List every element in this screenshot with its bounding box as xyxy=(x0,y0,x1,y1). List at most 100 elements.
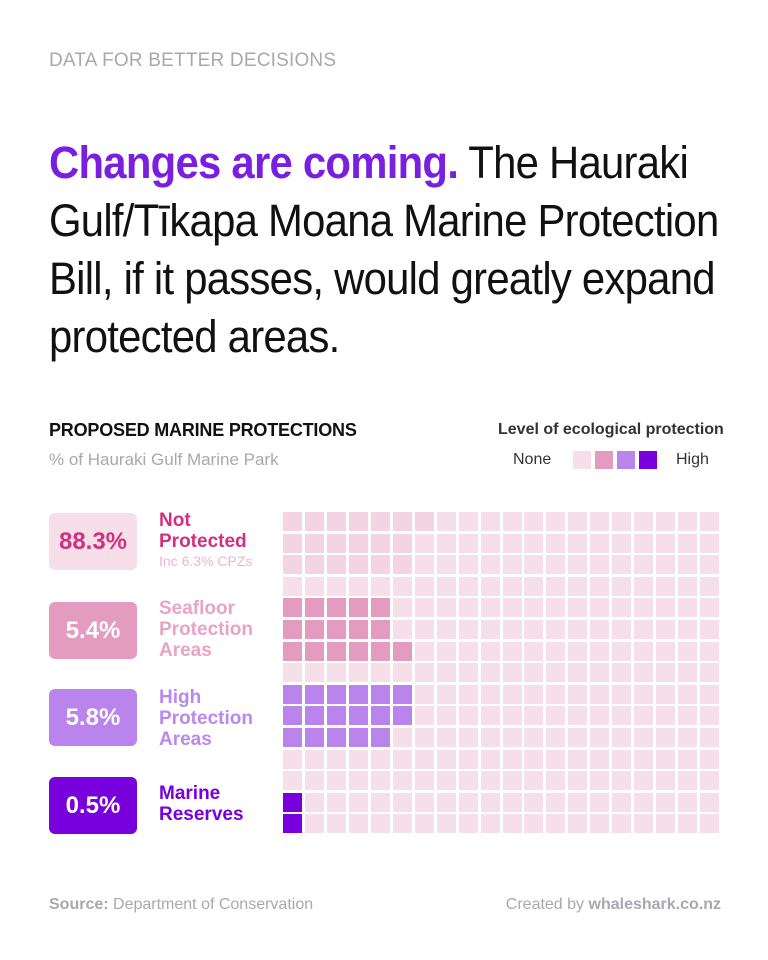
cell-cpz xyxy=(370,512,390,531)
cell-cpz xyxy=(348,512,368,531)
cell-not-protected xyxy=(502,728,522,747)
cell-not-protected xyxy=(414,533,434,553)
cell-not-protected xyxy=(634,512,654,531)
category-label-line: Seafloor xyxy=(159,598,236,619)
cell-not-protected xyxy=(700,620,720,639)
cell-not-protected xyxy=(502,771,522,791)
cell-not-protected xyxy=(546,576,566,596)
cell-not-protected xyxy=(612,576,632,596)
cell-not-protected xyxy=(678,728,698,747)
cell-not-protected xyxy=(348,663,368,683)
cell-not-protected xyxy=(656,814,676,834)
cell-not-protected xyxy=(436,620,456,639)
cell-not-protected xyxy=(480,512,500,531)
cell-not-protected xyxy=(458,620,478,639)
value-badge-none: 88.3% xyxy=(49,513,137,570)
cell-not-protected xyxy=(436,512,456,531)
cell-not-protected xyxy=(458,684,478,704)
cell-not-protected xyxy=(546,749,566,769)
cell-not-protected xyxy=(568,684,588,704)
credit-prefix: Created by xyxy=(505,896,589,913)
cell-not-protected xyxy=(458,792,478,812)
cell-not-protected xyxy=(546,771,566,791)
cell-not-protected xyxy=(700,512,720,531)
cell-not-protected xyxy=(546,792,566,812)
cell-not-protected xyxy=(700,814,720,834)
cell-not-protected xyxy=(436,706,456,726)
cell-cpz xyxy=(392,533,412,553)
cell-not-protected xyxy=(524,814,544,834)
cell-not-protected xyxy=(678,598,698,618)
cell-not-protected xyxy=(480,728,500,747)
cell-not-protected xyxy=(326,771,346,791)
cell-not-protected xyxy=(283,749,302,769)
cell-not-protected xyxy=(546,533,566,553)
category-label-line: Marine xyxy=(159,783,221,804)
cell-high-protection xyxy=(283,728,302,747)
cell-not-protected xyxy=(480,684,500,704)
cell-high-protection xyxy=(392,706,412,726)
cell-not-protected xyxy=(480,749,500,769)
cell-not-protected xyxy=(546,706,566,726)
cell-not-protected xyxy=(283,771,302,791)
cell-not-protected xyxy=(546,598,566,618)
cell-not-protected xyxy=(568,728,588,747)
cell-high-protection xyxy=(326,706,346,726)
cell-not-protected xyxy=(700,555,720,575)
cell-not-protected xyxy=(480,663,500,683)
cell-not-protected xyxy=(370,663,390,683)
credit-site: whaleshark.co.nz xyxy=(588,896,722,913)
cell-not-protected xyxy=(304,792,324,812)
cell-not-protected xyxy=(414,706,434,726)
cell-cpz xyxy=(304,555,324,575)
legend-low-label: None xyxy=(513,451,552,468)
category-label-line: High xyxy=(159,687,202,708)
cell-not-protected xyxy=(392,792,412,812)
cell-not-protected xyxy=(502,814,522,834)
cell-not-protected xyxy=(634,749,654,769)
cell-not-protected xyxy=(392,620,412,639)
cell-not-protected xyxy=(590,706,610,726)
legend-swatch-high xyxy=(617,451,635,469)
cell-seafloor xyxy=(370,620,390,639)
cell-not-protected xyxy=(612,749,632,769)
cell-not-protected xyxy=(634,771,654,791)
legend-high-label: High xyxy=(676,451,709,468)
cell-not-protected xyxy=(590,576,610,596)
cell-not-protected xyxy=(283,576,302,596)
cell-not-protected xyxy=(568,749,588,769)
cell-cpz xyxy=(304,512,324,531)
cell-not-protected xyxy=(392,576,412,596)
cell-not-protected xyxy=(612,641,632,661)
cell-not-protected xyxy=(502,533,522,553)
cell-not-protected xyxy=(612,555,632,575)
cell-not-protected xyxy=(656,533,676,553)
cell-not-protected xyxy=(370,576,390,596)
cell-not-protected xyxy=(568,814,588,834)
cell-high-protection xyxy=(348,706,368,726)
cell-not-protected xyxy=(700,706,720,726)
value-badge-reserve: 0.5% xyxy=(49,777,137,834)
cell-not-protected xyxy=(524,620,544,639)
cell-high-protection xyxy=(348,684,368,704)
cell-not-protected xyxy=(590,641,610,661)
headline-rest: The Hauraki Gulf/Tīkapa Moana Marine Pro… xyxy=(49,137,719,362)
cell-not-protected xyxy=(546,684,566,704)
cell-high-protection xyxy=(304,706,324,726)
cell-not-protected xyxy=(502,641,522,661)
cell-not-protected xyxy=(480,641,500,661)
cell-not-protected xyxy=(678,663,698,683)
category-label-none: Not Protected Inc 6.3% CPZs xyxy=(159,510,252,570)
cell-seafloor xyxy=(326,641,346,661)
cell-not-protected xyxy=(326,792,346,812)
cell-not-protected xyxy=(568,512,588,531)
cell-high-protection xyxy=(304,684,324,704)
cell-not-protected xyxy=(568,620,588,639)
cell-not-protected xyxy=(700,792,720,812)
cell-marine-reserve xyxy=(283,814,302,834)
cell-not-protected xyxy=(436,641,456,661)
cell-not-protected xyxy=(700,728,720,747)
cell-not-protected xyxy=(370,771,390,791)
cell-cpz xyxy=(326,512,346,531)
cell-not-protected xyxy=(634,533,654,553)
